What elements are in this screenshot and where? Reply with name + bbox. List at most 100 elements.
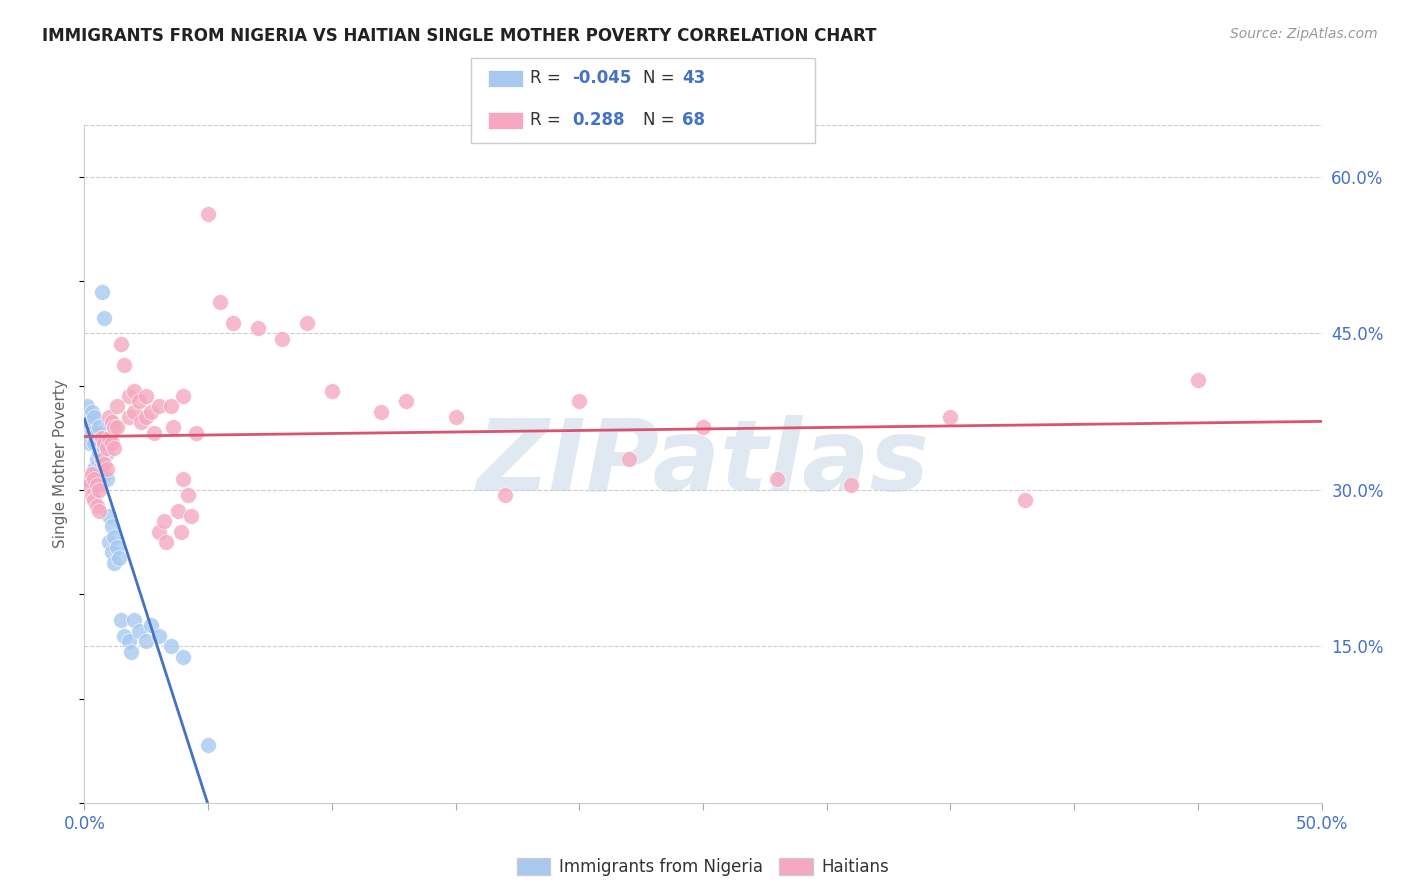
Point (184, 425, 207, 440)
Point (692, 420, 714, 434)
Point (90, 451, 112, 466)
Point (89, 504, 111, 518)
Point (110, 337, 132, 351)
Point (395, 394, 418, 409)
Point (108, 550, 131, 565)
Point (222, 316, 245, 330)
Point (83, 462, 105, 476)
Point (120, 644, 142, 658)
Text: 43: 43 (682, 70, 706, 87)
Text: -0.045: -0.045 (572, 70, 631, 87)
Point (135, 409, 157, 424)
Point (105, 420, 128, 434)
Point (93, 441, 115, 455)
Point (96, 441, 118, 455)
Point (79, 477, 101, 491)
Point (110, 613, 132, 627)
Point (83, 473, 105, 487)
Point (90, 285, 112, 299)
Point (93, 467, 115, 482)
Point (155, 535, 177, 549)
Point (86, 451, 108, 466)
Point (148, 400, 170, 414)
Point (112, 358, 135, 372)
Point (1187, 373, 1209, 387)
Point (105, 541, 128, 555)
Point (86, 425, 108, 440)
Point (568, 394, 591, 409)
Point (152, 514, 174, 528)
Point (100, 519, 122, 533)
Point (96, 446, 118, 460)
Text: ZIPatlas: ZIPatlas (477, 416, 929, 512)
Point (118, 389, 141, 403)
Point (617, 451, 640, 466)
Point (766, 473, 789, 487)
Point (129, 415, 152, 429)
Point (98, 535, 121, 549)
Point (93, 457, 115, 471)
Point (80, 425, 103, 440)
Point (197, 739, 219, 753)
Point (135, 389, 157, 403)
Point (172, 649, 194, 664)
Point (167, 504, 190, 518)
Text: N =: N = (643, 70, 679, 87)
Point (80, 473, 103, 487)
Text: 68: 68 (682, 112, 704, 129)
Text: IMMIGRANTS FROM NIGERIA VS HAITIAN SINGLE MOTHER POVERTY CORRELATION CHART: IMMIGRANTS FROM NIGERIA VS HAITIAN SINGL… (42, 27, 877, 45)
Point (100, 415, 122, 429)
Point (86, 499, 108, 513)
Text: N =: N = (643, 112, 679, 129)
Point (128, 394, 150, 409)
Point (93, 310, 115, 325)
Text: Source: ZipAtlas.com: Source: ZipAtlas.com (1230, 27, 1378, 41)
Point (148, 524, 170, 539)
Point (370, 405, 392, 419)
Point (105, 400, 128, 414)
Point (89, 483, 111, 497)
Point (76, 473, 98, 487)
Point (76, 400, 98, 414)
Point (135, 634, 157, 648)
Point (141, 405, 163, 419)
Point (142, 425, 165, 440)
Point (93, 436, 115, 450)
Point (122, 384, 145, 398)
Point (209, 295, 232, 310)
Point (841, 477, 863, 491)
Point (160, 640, 183, 654)
Point (98, 508, 121, 523)
Point (90, 431, 112, 445)
Point (180, 508, 202, 523)
Legend: Immigrants from Nigeria, Haitians: Immigrants from Nigeria, Haitians (510, 851, 896, 882)
Text: R =: R = (530, 112, 567, 129)
Point (89, 446, 111, 460)
Point (96, 462, 118, 476)
Point (170, 524, 193, 539)
Point (177, 488, 200, 502)
Point (103, 420, 125, 434)
Point (148, 629, 170, 643)
Point (83, 436, 105, 450)
Y-axis label: Single Mother Poverty: Single Mother Poverty (53, 379, 69, 549)
Point (141, 618, 163, 632)
Point (83, 409, 105, 424)
Point (128, 624, 150, 638)
Point (271, 332, 294, 346)
Point (246, 321, 269, 335)
Point (118, 634, 141, 648)
Point (444, 409, 467, 424)
Point (295, 316, 318, 330)
Point (80, 488, 103, 502)
Point (172, 389, 194, 403)
Point (103, 441, 125, 455)
Point (89, 473, 111, 487)
Point (162, 420, 184, 434)
Point (122, 405, 145, 419)
Text: 0.288: 0.288 (572, 112, 624, 129)
Point (321, 384, 343, 398)
Text: R =: R = (530, 70, 567, 87)
Point (96, 473, 118, 487)
Point (86, 477, 108, 491)
